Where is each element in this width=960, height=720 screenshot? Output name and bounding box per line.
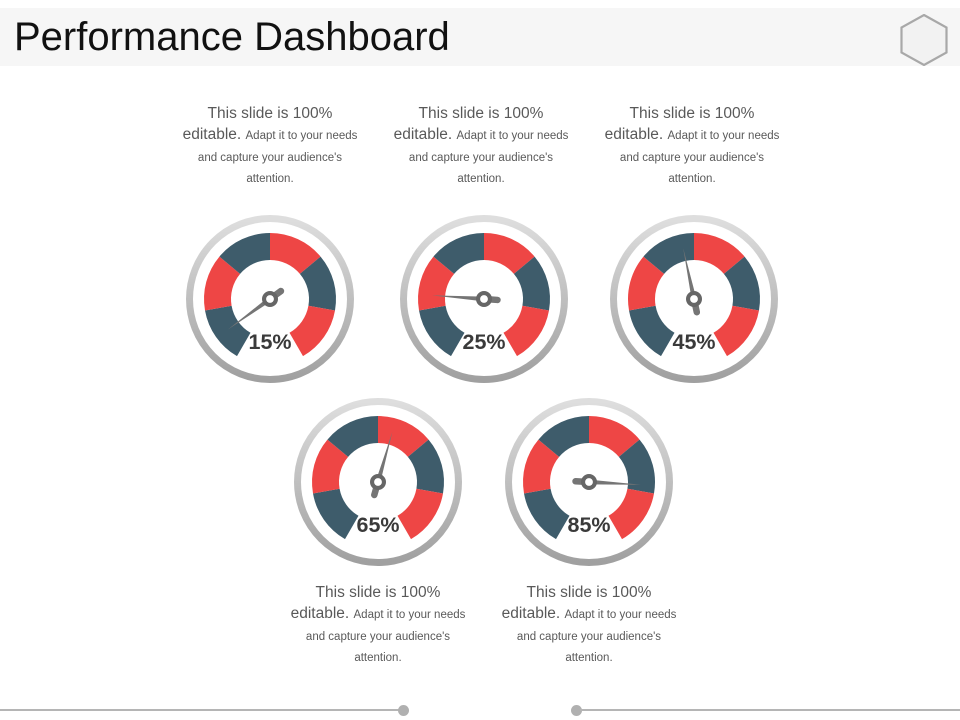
gauge-band-segment — [313, 488, 360, 540]
caption-block-4: This slide is 100% editable. Adapt it to… — [290, 582, 466, 667]
gauge-band-segment — [502, 305, 549, 357]
gauge-band-segment — [643, 233, 695, 275]
gauge-band-segment — [433, 233, 485, 275]
gauge-band-segment — [327, 416, 379, 458]
gauge-65: 65% — [288, 392, 468, 572]
gauge-svg: 45% — [610, 215, 778, 383]
gauge-svg: 85% — [505, 398, 673, 566]
caption-block-2: This slide is 100% editable. Adapt it to… — [393, 103, 569, 188]
gauge-band-segment — [407, 439, 444, 494]
gauge-band-segment — [712, 305, 759, 357]
gauge-band-segment — [618, 439, 655, 494]
connector-line-left — [0, 709, 400, 712]
header-band — [0, 8, 960, 66]
gauge-needle — [432, 295, 485, 302]
gauge-hub-center — [690, 295, 698, 303]
connector-dot-right — [571, 704, 582, 716]
gauge-svg: 15% — [186, 215, 354, 383]
caption-small: Adapt it to your needs and capture your … — [305, 609, 466, 665]
hexagon-icon — [899, 13, 949, 67]
caption-big: This slide is 100% editable. — [501, 584, 652, 623]
gauge-hub-center — [585, 478, 593, 486]
caption-small: Adapt it to your needs and capture your … — [197, 130, 358, 186]
gauge-45: 45% — [604, 209, 784, 389]
gauge-band-segment — [419, 305, 466, 357]
gauge-band-segment — [538, 416, 590, 458]
gauge-needle — [588, 479, 641, 485]
gauge-band-segment — [629, 305, 676, 357]
gauge-band-segment — [312, 439, 349, 494]
gauge-value-label: 45% — [672, 330, 715, 354]
connector-line-right — [580, 709, 960, 712]
caption-big: This slide is 100% editable. — [393, 105, 544, 144]
gauge-value-label: 15% — [248, 330, 291, 354]
gauge-hub-center — [480, 295, 488, 303]
gauge-band-segment — [723, 256, 760, 311]
gauge-band-segment — [204, 256, 241, 311]
caption-small: Adapt it to your needs and capture your … — [516, 609, 677, 665]
connector-dot-left — [398, 704, 409, 716]
page-title: Performance Dashboard — [14, 15, 450, 59]
gauge-band-segment — [396, 488, 443, 540]
gauge-15: 15% — [180, 209, 360, 389]
gauge-band-segment — [288, 305, 335, 357]
caption-block-5: This slide is 100% editable. Adapt it to… — [501, 582, 677, 667]
gauge-band-segment — [607, 488, 654, 540]
gauge-svg: 25% — [400, 215, 568, 383]
gauge-band-segment — [524, 488, 571, 540]
gauge-value-label: 85% — [567, 513, 610, 537]
gauge-band-segment — [377, 416, 429, 458]
gauge-value-label: 25% — [462, 330, 505, 354]
gauge-band-segment — [418, 256, 455, 311]
gauge-band-segment — [483, 233, 535, 275]
caption-big: This slide is 100% editable. — [290, 584, 441, 623]
gauge-needle — [227, 297, 272, 330]
gauge-svg: 65% — [294, 398, 462, 566]
gauge-band-segment — [513, 256, 550, 311]
caption-small: Adapt it to your needs and capture your … — [619, 130, 780, 186]
gauge-band-segment — [299, 256, 336, 311]
gauge-band-segment — [205, 305, 252, 357]
caption-small: Adapt it to your needs and capture your … — [408, 130, 569, 186]
gauge-85: 85% — [499, 392, 679, 572]
caption-big: This slide is 100% editable. — [604, 105, 755, 144]
gauge-value-label: 65% — [356, 513, 399, 537]
gauge-band-segment — [523, 439, 560, 494]
caption-block-1: This slide is 100% editable. Adapt it to… — [182, 103, 358, 188]
gauge-hub-center — [266, 295, 274, 303]
gauge-25: 25% — [394, 209, 574, 389]
gauge-band-segment — [693, 233, 745, 275]
gauge-needle — [375, 432, 393, 483]
gauge-band-segment — [219, 233, 271, 275]
gauge-band-segment — [588, 416, 640, 458]
gauge-band-segment — [628, 256, 665, 311]
caption-big: This slide is 100% editable. — [182, 105, 333, 144]
gauge-band-segment — [269, 233, 321, 275]
gauge-hub-center — [374, 478, 382, 486]
caption-block-3: This slide is 100% editable. Adapt it to… — [604, 103, 780, 188]
gauge-needle — [683, 248, 697, 300]
